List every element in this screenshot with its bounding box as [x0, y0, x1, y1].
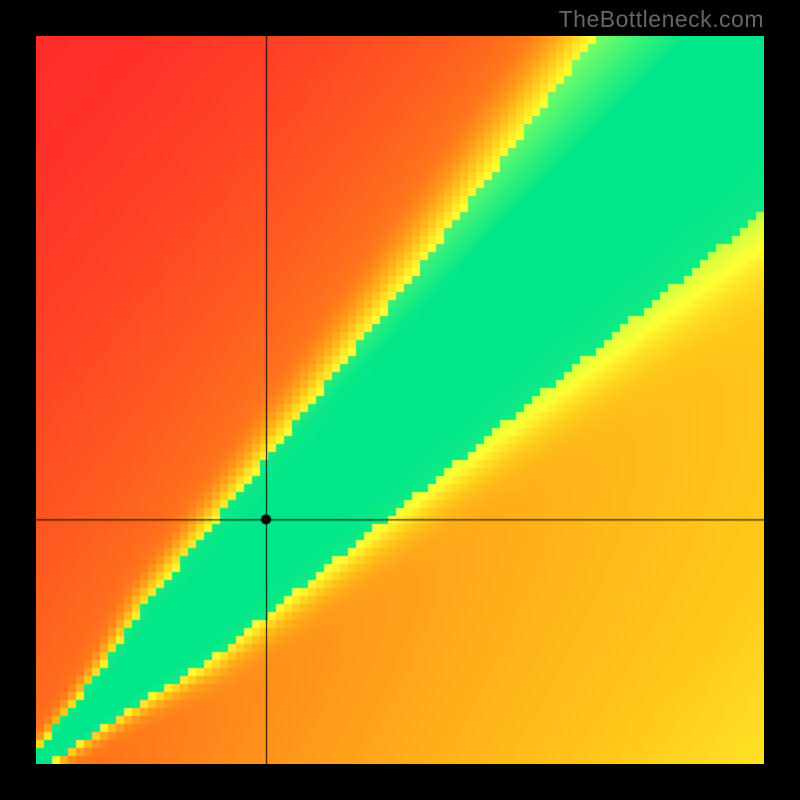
watermark-label: TheBottleneck.com: [559, 6, 764, 33]
bottleneck-heatmap: [36, 36, 764, 764]
chart-container: TheBottleneck.com: [0, 0, 800, 800]
